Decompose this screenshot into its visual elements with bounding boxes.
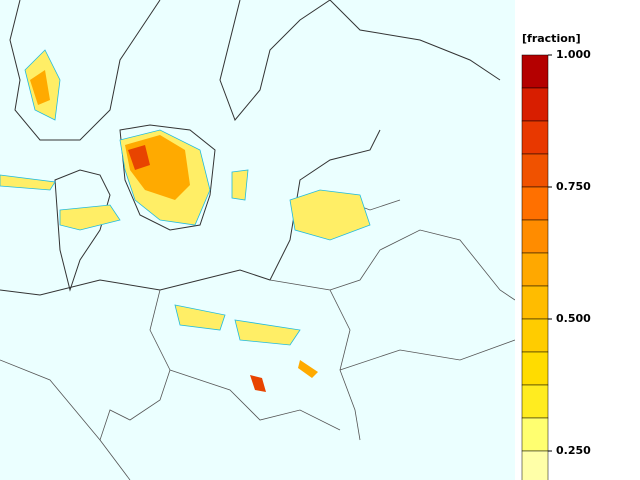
legend-swatch (521, 351, 549, 386)
fraction-field (0, 49, 371, 392)
legend-swatch (521, 285, 549, 320)
border (169, 369, 341, 431)
field-area (231, 169, 249, 201)
legend-swatch (521, 450, 549, 480)
coastline (54, 169, 111, 292)
coastlines (0, 0, 501, 296)
field-area (59, 204, 121, 231)
field-area (30, 70, 50, 105)
border (99, 289, 171, 480)
field-area (250, 375, 266, 392)
legend-tick-label: 1.000 (556, 48, 591, 61)
legend-swatch (521, 153, 549, 188)
legend-swatch (521, 318, 549, 353)
legend-swatch (521, 384, 549, 419)
coastline (0, 129, 381, 296)
border (269, 279, 361, 441)
field-area (128, 145, 150, 170)
coastline (219, 0, 331, 121)
legend-swatch (521, 219, 549, 254)
border (339, 339, 516, 371)
border (329, 229, 516, 301)
legend-swatch (521, 186, 549, 221)
legend-swatch (521, 54, 549, 89)
legend-swatch (521, 417, 549, 452)
field-area (0, 174, 56, 191)
legend-tick-label: 0.500 (556, 312, 591, 325)
border (0, 359, 101, 441)
legend-swatch (521, 252, 549, 287)
field-area (234, 319, 301, 346)
field-area (289, 189, 371, 241)
legend-title: [fraction] (522, 32, 581, 45)
legend-tick-label: 0.250 (556, 444, 591, 457)
coastline (9, 0, 161, 141)
field-area (174, 304, 226, 331)
legend-swatch (521, 87, 549, 122)
legend-tick-label: 0.750 (556, 180, 591, 193)
map-background (0, 0, 515, 480)
legend-swatch (521, 120, 549, 155)
coastline (329, 0, 501, 81)
coastline (119, 124, 216, 231)
field-area (298, 360, 318, 378)
